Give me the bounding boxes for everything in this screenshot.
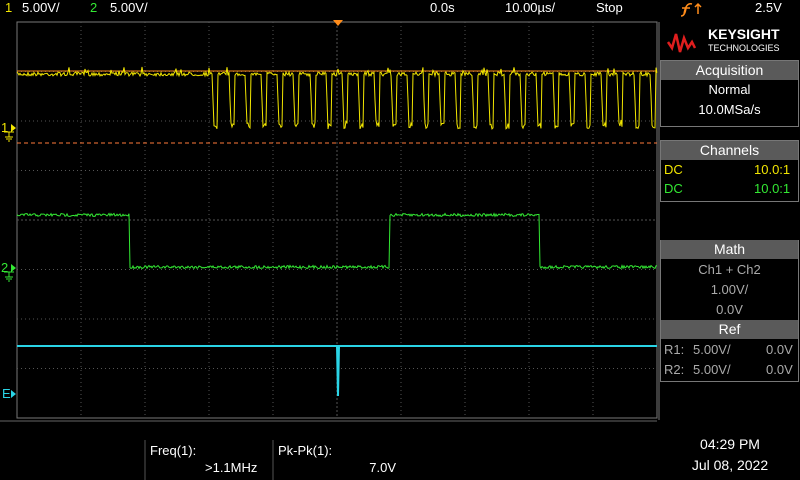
measure-label[interactable]: Pk-Pk(1): <box>278 443 333 458</box>
math-expr: Ch1 + Ch2 <box>698 262 761 277</box>
ref-title[interactable]: Ref <box>661 320 798 339</box>
channels-title[interactable]: Channels <box>661 141 798 160</box>
measure-label[interactable]: Freq(1): <box>150 443 197 458</box>
ch1-arrow <box>11 124 16 132</box>
ref-scale: 5.00V/ <box>693 362 731 377</box>
brand-sub: TECHNOLOGIES <box>708 43 780 53</box>
ext-marker: E <box>2 386 11 401</box>
ref-offset: 0.0V <box>766 342 793 357</box>
brand-logo <box>666 33 697 53</box>
time-offset[interactable]: 0.0s <box>430 0 455 15</box>
ch2-marker: 2 <box>1 260 9 275</box>
trigger-icon <box>680 2 693 17</box>
ch2-waveform <box>16 212 658 270</box>
ch1-label[interactable]: 1 <box>5 0 13 15</box>
ref-name: R1: <box>664 342 685 357</box>
ext-arrow <box>11 390 16 398</box>
ch1-scale[interactable]: 5.00V/ <box>22 0 60 15</box>
ch1-coupling: DC <box>664 162 683 177</box>
ch2-coupling: DC <box>664 181 683 196</box>
channels-panel[interactable] <box>660 140 799 202</box>
acquisition-title[interactable]: Acquisition <box>661 61 798 80</box>
ch2-label[interactable]: 2 <box>90 0 98 15</box>
trigger-edge-icon <box>694 2 702 14</box>
math-title[interactable]: Math <box>661 240 798 259</box>
ext-waveform <box>17 345 657 397</box>
brand: KEYSIGHT <box>708 26 780 42</box>
sample-rate: 10.0MSa/s <box>698 102 761 117</box>
ch2-probe: 10.0:1 <box>754 181 791 196</box>
time-scale[interactable]: 10.00µs/ <box>505 0 556 15</box>
ch2-arrow <box>11 264 16 272</box>
ch1-ground <box>4 131 14 142</box>
trigger-level[interactable]: 2.5V <box>755 0 782 15</box>
ch1-waveform <box>16 66 658 130</box>
ch1-marker: 1 <box>1 120 9 135</box>
ref-name: R2: <box>664 362 685 377</box>
math-scale: 1.00V/ <box>710 282 749 297</box>
ref-scale: 5.00V/ <box>693 342 731 357</box>
run-state[interactable]: Stop <box>596 0 623 15</box>
ch2-ground <box>4 271 14 282</box>
ref-offset: 0.0V <box>766 362 793 377</box>
ch1-probe: 10.0:1 <box>754 162 791 177</box>
acquisition-panel[interactable] <box>660 60 799 127</box>
clock-time: 04:29 PM <box>700 436 760 452</box>
math-offset: 0.0V <box>716 302 743 317</box>
clock-date: Jul 08, 2022 <box>691 457 769 473</box>
trigger-position <box>333 20 343 26</box>
measure-value: 7.0V <box>369 460 396 475</box>
acquisition-mode: Normal <box>708 82 751 97</box>
ch2-scale[interactable]: 5.00V/ <box>110 0 148 15</box>
measure-value: >1.1MHz <box>205 460 258 475</box>
